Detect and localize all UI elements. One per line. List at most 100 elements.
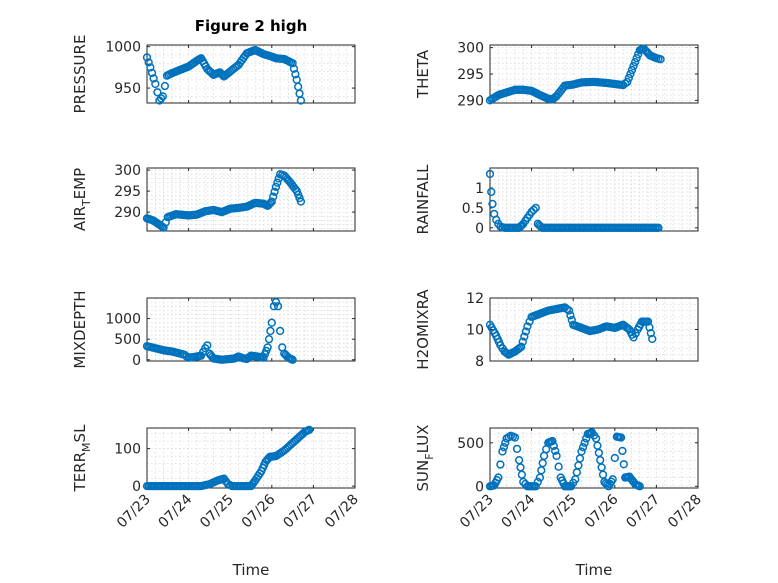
- y-tick-label: 10: [466, 323, 484, 339]
- data-point: [629, 61, 638, 71]
- data-point: [146, 63, 155, 72]
- data-point: [619, 460, 628, 469]
- subplot-pressure: 950 1000 PRESSURE: [71, 35, 356, 113]
- y-tick-label: 0: [475, 479, 484, 495]
- data-point: [616, 433, 626, 442]
- data-point: [494, 473, 503, 482]
- data-point: [161, 218, 170, 227]
- y-tick-label: 0.5: [462, 201, 484, 217]
- data-point: [267, 318, 276, 327]
- x-tick-label: 07/27: [623, 492, 663, 532]
- data-point: [610, 453, 619, 463]
- y-tick-label: 0: [132, 353, 141, 369]
- y-axis-label: MIXDEPTH: [71, 290, 89, 368]
- x-tick-label: 07/28: [665, 492, 705, 532]
- data-point: [608, 475, 617, 484]
- axes-frame: [146, 297, 356, 362]
- data-point: [273, 178, 282, 187]
- data-point: [551, 446, 560, 456]
- y-tick-label: 300: [457, 41, 484, 57]
- data-point: [566, 311, 575, 320]
- data-point: [275, 326, 285, 336]
- data-point: [656, 55, 665, 64]
- data-point: [549, 441, 558, 451]
- axes-frame: [146, 167, 356, 232]
- data-point: [149, 74, 158, 83]
- data-point: [577, 447, 586, 456]
- data-point: [627, 65, 637, 75]
- x-tick-label: 07/25: [540, 492, 580, 532]
- data-point: [487, 187, 496, 197]
- data-point: [624, 73, 633, 83]
- x-tick-label: 07/26: [239, 491, 279, 531]
- y-tick-label: 290: [114, 205, 141, 221]
- data-point: [159, 223, 168, 232]
- y-axis-label: THETA: [414, 49, 432, 99]
- data-point: [151, 79, 160, 89]
- data-point: [269, 302, 279, 311]
- data-point: [289, 64, 299, 73]
- x-tick-label: 07/24: [156, 491, 196, 531]
- x-axis-label: Time: [575, 561, 613, 579]
- subplot-h2omixra: 8 10 12 H2OMIXRA: [414, 289, 699, 370]
- data-point: [271, 182, 281, 192]
- x-tick-label: 07/24: [499, 491, 539, 531]
- data-point: [498, 447, 507, 456]
- y-tick-label: 950: [114, 81, 141, 97]
- data-point: [646, 329, 656, 338]
- subplot-rainfall: 0 0.5 1 RAINFALL: [414, 164, 699, 237]
- data-point: [580, 438, 589, 447]
- figure-title: Figure 2 high: [195, 17, 308, 35]
- data-point: [525, 317, 534, 326]
- data-point: [631, 329, 640, 338]
- data-point: [296, 96, 306, 105]
- y-axis-label: RAINFALL: [414, 164, 432, 235]
- data-point: [203, 341, 212, 350]
- data-point: [552, 451, 561, 460]
- data-point: [519, 477, 528, 487]
- data-point: [548, 436, 557, 446]
- data-point: [521, 327, 531, 336]
- data-point: [485, 169, 495, 179]
- subplot-theta: 290 295 300 THETA: [414, 41, 699, 109]
- data-point: [273, 302, 283, 311]
- data-point: [267, 197, 276, 206]
- data-point: [562, 304, 572, 314]
- data-point: [158, 92, 167, 101]
- data-point: [492, 215, 501, 224]
- subplot-sun-flux: 0 500 07/23 07/24 07/25 07/26 07/27 07/28 SUNFLU…: [414, 425, 705, 579]
- data-point: [510, 433, 520, 442]
- plot-area: [147, 428, 355, 488]
- data-point: [529, 205, 538, 215]
- plot-area: [490, 428, 698, 488]
- x-axis-label: Time: [232, 561, 270, 579]
- data-point: [305, 425, 314, 435]
- data-point: [578, 442, 588, 452]
- data-point: [142, 53, 152, 62]
- y-tick-label: 0: [132, 479, 141, 495]
- y-tick-label: 500: [457, 436, 484, 452]
- data-point: [144, 58, 153, 67]
- y-tick-label: 500: [114, 332, 141, 348]
- data-point: [512, 444, 522, 454]
- y-axis-label: H2OMIXRA: [414, 289, 432, 370]
- y-tick-label: 1000: [105, 40, 141, 56]
- data-point: [533, 477, 542, 487]
- data-point: [518, 337, 527, 346]
- data-point: [269, 192, 278, 201]
- y-tick-label: 1: [475, 181, 484, 197]
- data-point: [264, 335, 274, 344]
- data-point: [632, 54, 641, 63]
- y-tick-label: 12: [466, 291, 484, 307]
- x-tick-label: 07/28: [322, 492, 362, 532]
- y-tick-label: 100: [114, 442, 141, 458]
- y-tick-label: 1000: [105, 312, 141, 328]
- subplot-air-temp: 290 295 300 AIRTEMP: [71, 163, 356, 232]
- subplot-mixdepth: 0 500 1000 MIXDEPTH: [71, 290, 356, 369]
- data-point: [147, 68, 157, 78]
- data-point: [270, 187, 279, 196]
- data-point: [654, 223, 663, 232]
- x-tick-label: 07/23: [114, 492, 154, 532]
- data-point: [288, 355, 297, 364]
